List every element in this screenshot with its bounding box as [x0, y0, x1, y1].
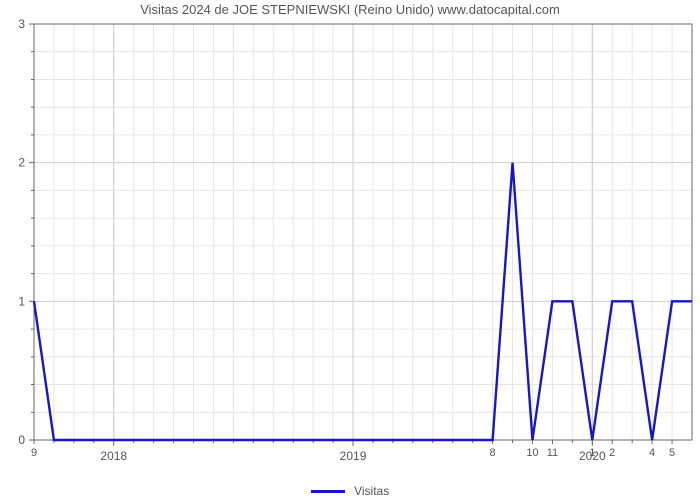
svg-text:2: 2: [18, 156, 25, 170]
svg-text:4: 4: [649, 447, 655, 459]
legend-swatch: [311, 490, 345, 493]
svg-text:8: 8: [490, 447, 496, 459]
svg-text:10: 10: [526, 447, 538, 459]
legend-label: Visitas: [354, 484, 389, 498]
svg-text:1: 1: [18, 294, 25, 308]
svg-text:0: 0: [18, 433, 25, 447]
svg-text:2: 2: [609, 447, 615, 459]
svg-text:2018: 2018: [100, 449, 127, 463]
svg-text:1: 1: [589, 447, 595, 459]
svg-text:3: 3: [18, 17, 25, 31]
svg-text:5: 5: [669, 447, 675, 459]
svg-text:9: 9: [31, 447, 37, 459]
svg-text:2019: 2019: [340, 449, 367, 463]
svg-text:11: 11: [547, 447, 558, 459]
visits-line-chart: 01232018201920209810111245: [0, 0, 700, 500]
legend: Visitas: [0, 483, 700, 498]
